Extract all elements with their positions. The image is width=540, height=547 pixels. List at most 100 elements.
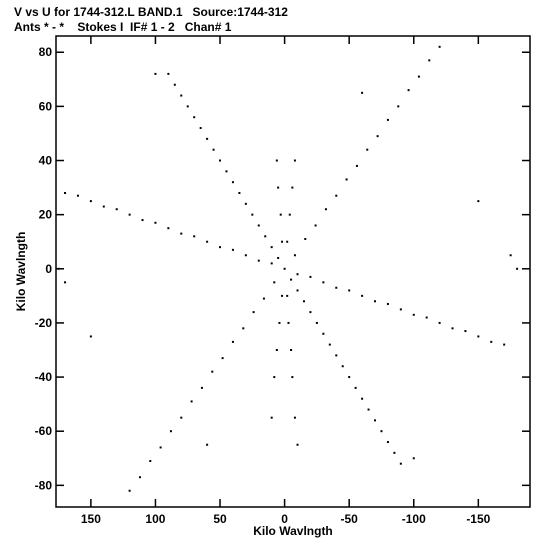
data-point — [477, 335, 480, 338]
data-point — [186, 105, 189, 108]
data-point — [273, 376, 276, 379]
data-point — [304, 238, 307, 241]
x-tick-label: 0 — [281, 512, 288, 526]
data-point — [180, 232, 183, 235]
data-point — [264, 235, 267, 238]
data-point — [279, 213, 282, 216]
data-point — [180, 94, 183, 97]
data-point — [200, 386, 203, 389]
data-point — [428, 59, 431, 62]
data-point — [270, 416, 273, 419]
data-point — [393, 451, 396, 454]
data-point — [257, 259, 260, 262]
data-point — [296, 273, 299, 276]
data-point — [225, 170, 228, 173]
data-point — [199, 127, 202, 130]
data-point — [288, 213, 291, 216]
data-point — [128, 213, 131, 216]
data-point — [287, 321, 290, 324]
data-point — [167, 227, 170, 230]
data-point — [128, 489, 131, 492]
data-point — [173, 83, 176, 86]
data-point — [503, 343, 506, 346]
data-point — [464, 330, 467, 333]
data-point — [361, 397, 364, 400]
data-point — [397, 105, 400, 108]
data-point — [516, 267, 519, 270]
x-tick-label: 100 — [145, 512, 165, 526]
data-point — [193, 235, 196, 238]
data-point — [290, 278, 293, 281]
data-point — [335, 194, 338, 197]
y-tick-label: 40 — [39, 154, 53, 168]
data-point — [399, 462, 402, 465]
data-point — [102, 205, 105, 208]
y-axis-label: Kilo Wavlngth — [14, 232, 28, 312]
data-point — [281, 294, 284, 297]
data-point — [221, 357, 224, 360]
data-point — [115, 208, 118, 211]
data-point — [348, 289, 351, 292]
data-point — [257, 224, 260, 227]
x-tick-label: -100 — [402, 512, 426, 526]
data-point — [451, 327, 454, 330]
y-tick-label: -80 — [35, 478, 53, 492]
data-point — [141, 219, 144, 222]
data-point — [270, 246, 273, 249]
y-tick-label: -20 — [35, 316, 53, 330]
data-point — [290, 349, 293, 351]
data-point — [293, 159, 296, 162]
data-point — [366, 148, 369, 151]
data-point — [361, 294, 364, 297]
data-point — [361, 91, 364, 94]
data-point — [89, 200, 92, 203]
data-point — [380, 430, 383, 433]
data-point — [206, 137, 209, 140]
data-point — [190, 400, 193, 403]
data-point — [138, 476, 141, 479]
data-point — [386, 118, 389, 121]
data-point — [309, 311, 312, 314]
data-point — [242, 327, 245, 330]
data-point — [76, 194, 79, 197]
data-point — [277, 186, 280, 189]
data-point — [302, 300, 305, 303]
data-point — [293, 254, 296, 257]
data-point — [291, 376, 294, 379]
data-point — [322, 332, 325, 335]
x-tick-label: 150 — [81, 512, 101, 526]
data-point — [159, 446, 162, 449]
data-point — [286, 240, 289, 243]
data-point — [341, 365, 344, 368]
y-axis-ticks: 80 60 40 20 0 -20 -40 -60 -80 — [35, 45, 530, 492]
data-point — [251, 213, 254, 216]
y-tick-label: -40 — [35, 370, 53, 384]
data-point — [417, 75, 420, 78]
data-point — [293, 416, 296, 419]
data-point — [64, 192, 67, 194]
data-point — [277, 256, 280, 259]
x-tick-label: -50 — [341, 512, 359, 526]
data-points — [57, 45, 519, 492]
data-point — [231, 181, 234, 184]
plot-subtitle: Ants * - * Stokes I IF# 1 - 2 Chan# 1 — [14, 20, 232, 34]
data-point — [252, 311, 255, 314]
data-point — [335, 354, 338, 357]
data-point — [275, 349, 278, 351]
x-axis-label: Kilo Wavlngth — [253, 524, 333, 538]
data-point — [386, 302, 389, 305]
data-point — [278, 321, 281, 324]
data-point — [167, 72, 170, 75]
data-point — [180, 416, 183, 419]
data-point — [64, 281, 67, 284]
y-tick-label: 80 — [39, 45, 53, 59]
x-tick-label: -150 — [466, 512, 490, 526]
data-point — [89, 335, 92, 338]
y-tick-label: 20 — [39, 208, 53, 222]
data-point — [412, 313, 415, 316]
data-point — [355, 164, 358, 167]
data-point — [315, 321, 318, 324]
plot-frame — [55, 35, 531, 508]
data-point — [211, 370, 214, 373]
